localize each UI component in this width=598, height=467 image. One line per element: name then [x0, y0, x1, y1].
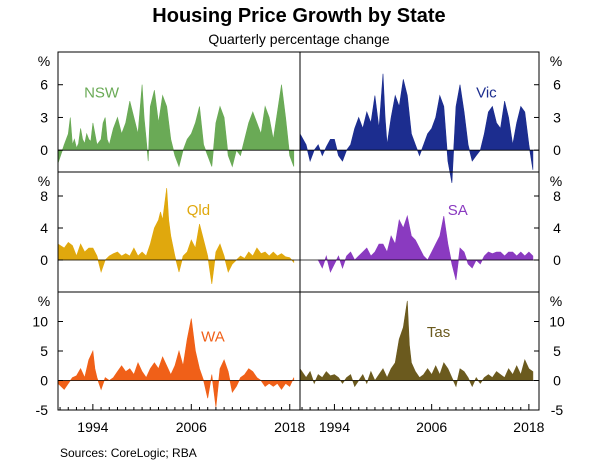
x-tick-label: 2006 [416, 419, 447, 435]
y-tick-label: 5 [553, 343, 561, 359]
y-tick-label: 10 [549, 314, 565, 330]
y-tick-label: 3 [40, 109, 48, 125]
y-tick-label: 6 [40, 77, 48, 93]
y-tick-label: 8 [553, 188, 561, 204]
y-tick-label: 0 [40, 142, 48, 158]
x-tick-label: 2018 [274, 419, 305, 435]
y-tick-label: 3 [553, 109, 561, 125]
area-series-vic [299, 73, 534, 183]
y-tick-label: 6 [553, 77, 561, 93]
y-tick-label: 0 [553, 142, 561, 158]
y-tick-label: 0 [553, 252, 561, 268]
y-tick-label: 4 [553, 220, 561, 236]
area-series-sa [317, 214, 534, 281]
chart-subtitle: Quarterly percentage change [208, 31, 390, 47]
x-tick-label: 2018 [513, 419, 544, 435]
x-tick-label: 2006 [176, 419, 207, 435]
y-tick-label: 0 [553, 373, 561, 389]
y-tick-label: 10 [32, 314, 48, 330]
plot-frame [57, 51, 540, 411]
x-tick-label: 1994 [319, 419, 350, 435]
panel-tas: Tas -5 0 5 10% [299, 293, 565, 418]
area-series-qld [57, 187, 295, 285]
y-unit-label: % [38, 173, 50, 189]
y-unit-label: % [38, 53, 50, 69]
y-unit-label: % [550, 173, 562, 189]
area-series-nsw [57, 84, 295, 168]
y-tick-label: 5 [40, 343, 48, 359]
y-tick-label: 8 [40, 188, 48, 204]
y-tick-label: 4 [40, 220, 48, 236]
series-label-tas: Tas [427, 324, 450, 341]
series-label-sa: SA [448, 202, 468, 219]
y-unit-label: % [550, 53, 562, 69]
series-label-vic: Vic [476, 85, 497, 102]
y-tick-label: -5 [36, 402, 49, 418]
panel-qld: Qld 0 4 8% [38, 173, 300, 285]
x-tick-label: 1994 [77, 419, 108, 435]
y-unit-label: % [38, 293, 50, 309]
panel-wa: WA -5 0 5 10% [32, 293, 300, 418]
source-note: Sources: CoreLogic; RBA [60, 446, 197, 460]
panel-sa: SA 0 4 8% [300, 173, 562, 281]
series-label-nsw: NSW [84, 85, 120, 102]
chart-title: Housing Price Growth by State [152, 5, 445, 27]
area-series-wa [57, 318, 295, 408]
series-label-qld: Qld [187, 202, 210, 219]
panel-nsw: NSW 0 3 6% [38, 53, 300, 168]
plot-area: NSW 0 3 6% Vic 0 3 6% Qld 0 4 8% SA 0 4 8% WA -5 0 5 10% Tas -… [32, 51, 565, 435]
y-tick-label: 0 [40, 373, 48, 389]
area-series-tas [299, 300, 534, 388]
y-tick-label: 0 [40, 252, 48, 268]
panel-vic: Vic 0 3 6% [299, 53, 562, 183]
series-label-wa: WA [201, 329, 225, 346]
y-unit-label: % [550, 293, 562, 309]
y-tick-label: -5 [551, 402, 564, 418]
